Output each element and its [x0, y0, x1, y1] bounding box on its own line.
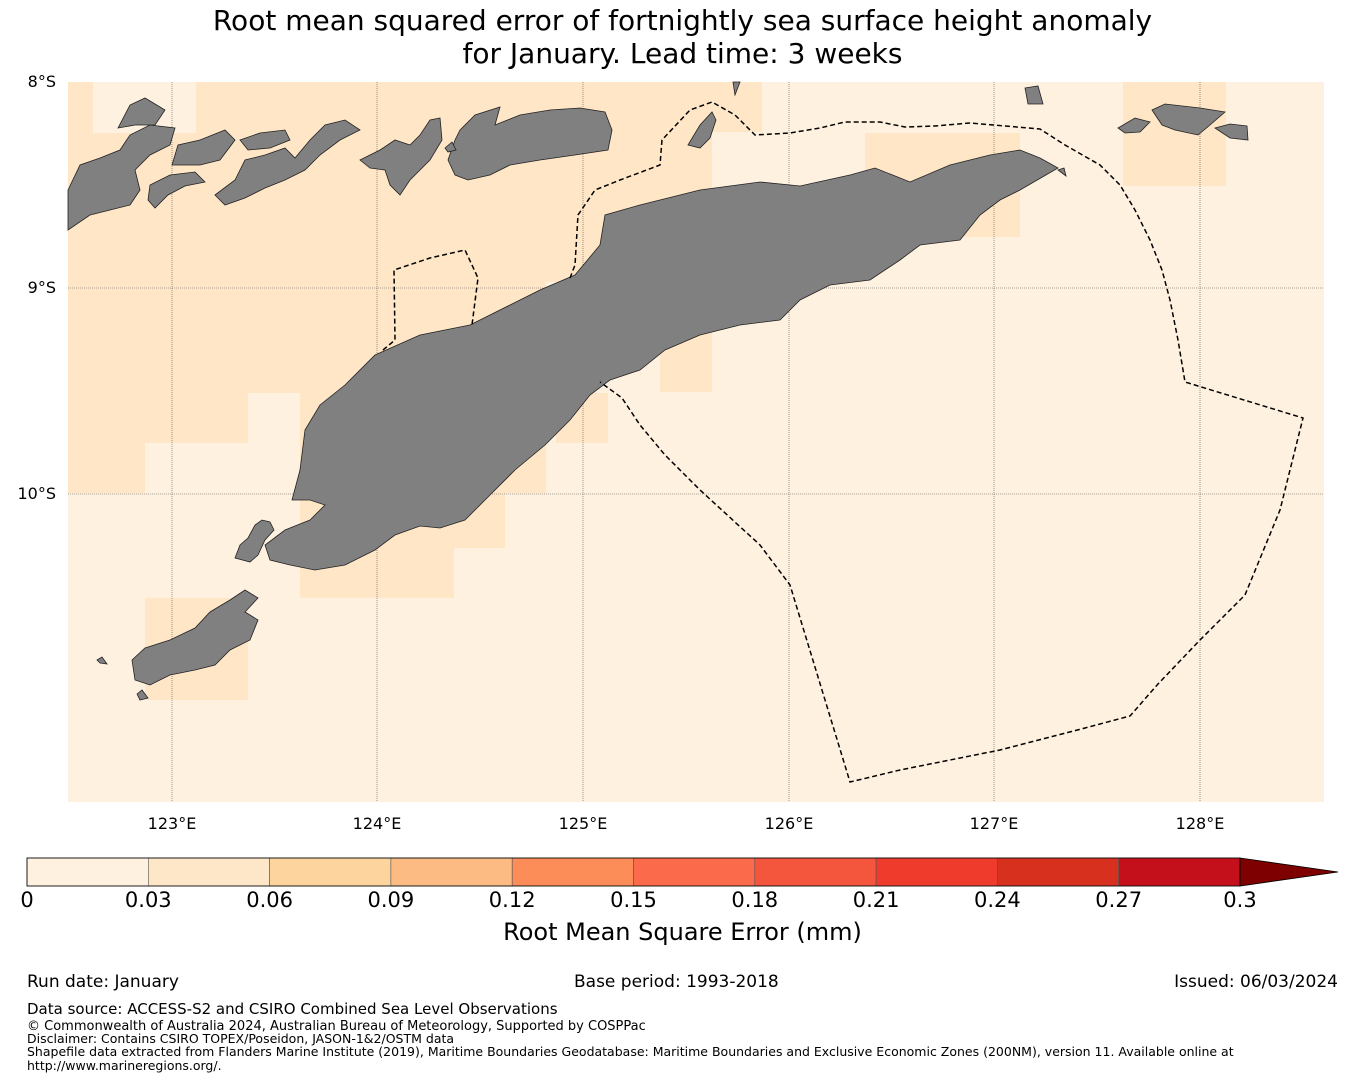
colorbar-tick-label: 0.24 [974, 888, 1021, 912]
colorbar-segment [754, 857, 877, 887]
lat-label-8s: 8°S [27, 72, 56, 91]
colorbar-segment [148, 857, 270, 887]
sawu-island [131, 589, 259, 686]
shapefile-credit-2: http://www.marineregions.org/. [27, 1058, 222, 1073]
issued-date: Issued: 06/03/2024 [1174, 972, 1338, 992]
colorbar-tick-label: 0.3 [1223, 888, 1257, 912]
rmse-cells [68, 82, 1226, 700]
lat-label-10s: 10°S [17, 484, 56, 503]
colorbar-segment [26, 857, 149, 887]
copyright: © Commonwealth of Australia 2024, Austra… [27, 1019, 646, 1034]
colorbar-extend-arrow [1239, 857, 1339, 887]
land [67, 81, 1249, 701]
lon-label-124e: 124°E [352, 814, 402, 833]
disclaimer: Disclaimer: Contains CSIRO TOPEX/Poseido… [27, 1031, 455, 1046]
base-period: Base period: 1993-2018 [574, 972, 779, 992]
colorbar-frame [26, 857, 1241, 887]
rote-island [234, 519, 275, 563]
lon-label-125e: 125°E [558, 814, 608, 833]
timor-island [264, 149, 1059, 571]
colorbar-segment [269, 857, 392, 887]
colorbar-segment [633, 857, 756, 887]
colorbar-tick-label: 0.18 [731, 888, 779, 912]
lon-label-128e: 128°E [1175, 814, 1225, 833]
eez-boundary [382, 101, 1304, 783]
alor-island [214, 119, 361, 206]
run-date: Run date: January [27, 972, 179, 992]
colorbar-tick-label: 0.03 [124, 888, 172, 912]
map-area [67, 81, 1324, 802]
flores-east [67, 124, 176, 231]
lon-label-123e: 123°E [147, 814, 197, 833]
colorbar-tick-label: 0.06 [246, 888, 293, 912]
colorbar-tick-label: 0.21 [852, 888, 900, 912]
data-source: Data source: ACCESS-S2 and CSIRO Combine… [27, 1000, 558, 1018]
colorbar-tick-label: 0.27 [1095, 888, 1143, 912]
lon-label-126e: 126°E [764, 814, 814, 833]
colorbar-segment [511, 857, 634, 887]
colorbar-tick-label: 0.15 [610, 888, 657, 912]
colorbar-segment [390, 857, 513, 887]
colorbar-tick-label: 0.09 [367, 888, 415, 912]
colorbar [26, 857, 1339, 887]
colorbar-segment [1118, 857, 1241, 887]
lat-label-9s: 9°S [27, 278, 56, 297]
wetar-island [447, 106, 613, 181]
colorbar-segment [875, 857, 998, 887]
title-line-2: for January. Lead time: 3 weeks [462, 37, 903, 70]
colorbar-segment [997, 857, 1120, 887]
title-line-1: Root mean squared error of fortnightly s… [212, 4, 1153, 37]
colorbar-tick-label: 0 [20, 888, 34, 912]
colorbar-tick-label: 0.12 [488, 888, 536, 912]
colorbar-label: Root Mean Square Error (mm) [503, 918, 862, 946]
map-title: Root mean squared error of fortnightly s… [0, 4, 1365, 70]
shapefile-credit-1: Shapefile data extracted from Flanders M… [27, 1044, 1234, 1059]
lon-label-127e: 127°E [969, 814, 1019, 833]
